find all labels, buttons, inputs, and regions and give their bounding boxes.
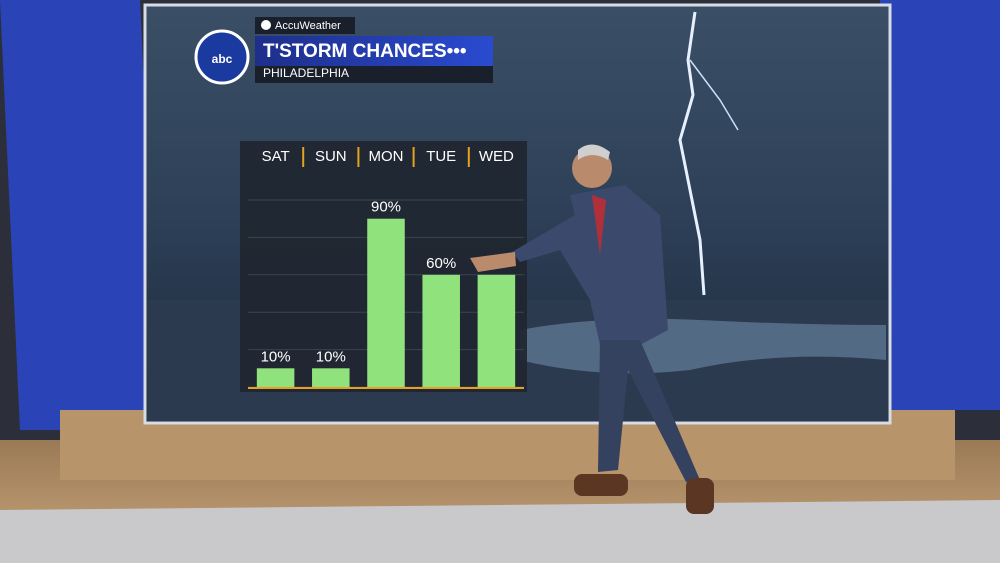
x-tick-label: WED — [479, 148, 514, 165]
logo-text: abc — [212, 52, 233, 66]
value-label: 10% — [261, 348, 291, 365]
bar — [477, 274, 516, 387]
title-box — [255, 36, 493, 66]
subtitle-box — [255, 66, 493, 83]
value-label: 60% — [426, 255, 456, 272]
lightning-branch — [689, 59, 739, 131]
bar — [367, 218, 405, 387]
brand: AccuWeather — [275, 20, 341, 32]
bar — [312, 368, 350, 387]
bar — [256, 368, 295, 387]
x-tick-label: SUN — [315, 148, 347, 165]
side-panel — [0, 0, 160, 430]
x-tick-label: TUE — [426, 148, 456, 165]
x-tick-label: MON — [369, 148, 404, 165]
brand-box — [255, 17, 355, 34]
chart-title: T'STORM CHANCES••• — [263, 41, 467, 62]
chart-subtitle: PHILADELPHIA — [263, 66, 349, 80]
stage-floor — [0, 500, 1000, 563]
bar — [422, 274, 460, 387]
side-panel — [870, 0, 1000, 410]
presenter — [470, 144, 714, 514]
value-label: 90% — [371, 199, 401, 216]
lightning — [678, 11, 706, 296]
value-label: 10% — [316, 348, 346, 365]
brand-icon — [261, 20, 271, 30]
logo — [194, 29, 250, 85]
x-tick-label: SAT — [262, 148, 290, 165]
